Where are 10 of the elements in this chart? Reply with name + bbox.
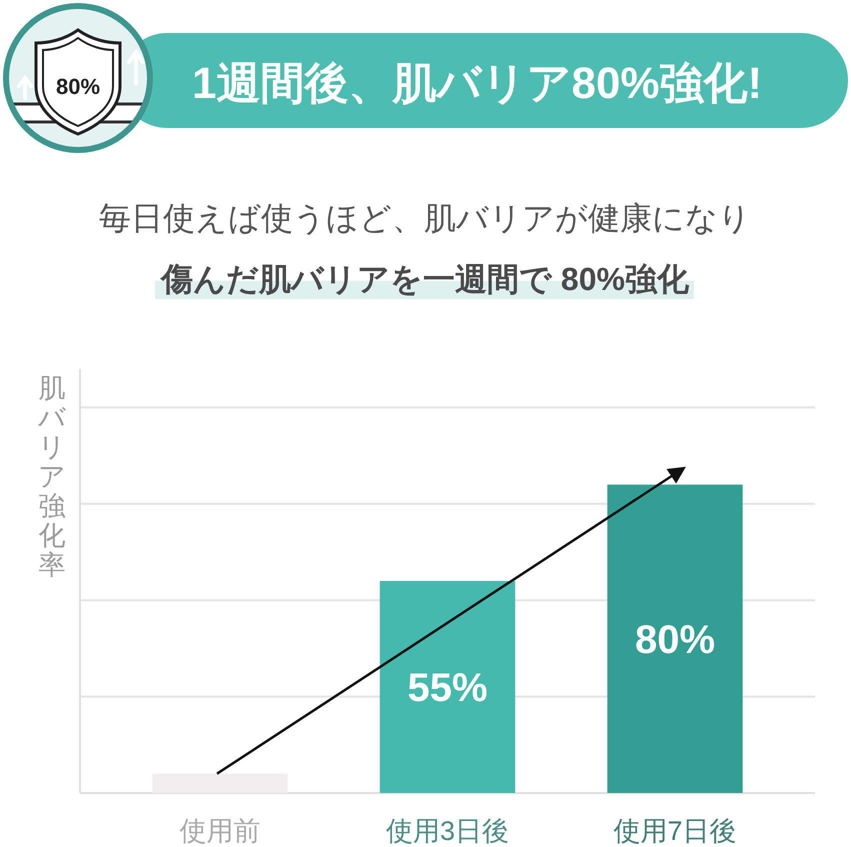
chart-title: 1週間後、肌バリア80%強化! xyxy=(192,59,762,108)
y-axis-title: 肌バリア強化率 xyxy=(37,373,66,580)
text: 傷んだ肌バリアを一週間で 80%強化 xyxy=(159,261,690,297)
text: 80% xyxy=(56,74,100,99)
data-label: 55% xyxy=(407,666,488,710)
data-label: 80% xyxy=(634,618,716,662)
chart-subtitle: 毎日使えば使うほど、肌バリアが健康になり xyxy=(99,200,751,236)
x-tick-label: 使用3日後 xyxy=(386,816,510,846)
x-tick-label: 使用前 xyxy=(180,816,260,846)
x-tick-label: 使用7日後 xyxy=(613,816,737,846)
